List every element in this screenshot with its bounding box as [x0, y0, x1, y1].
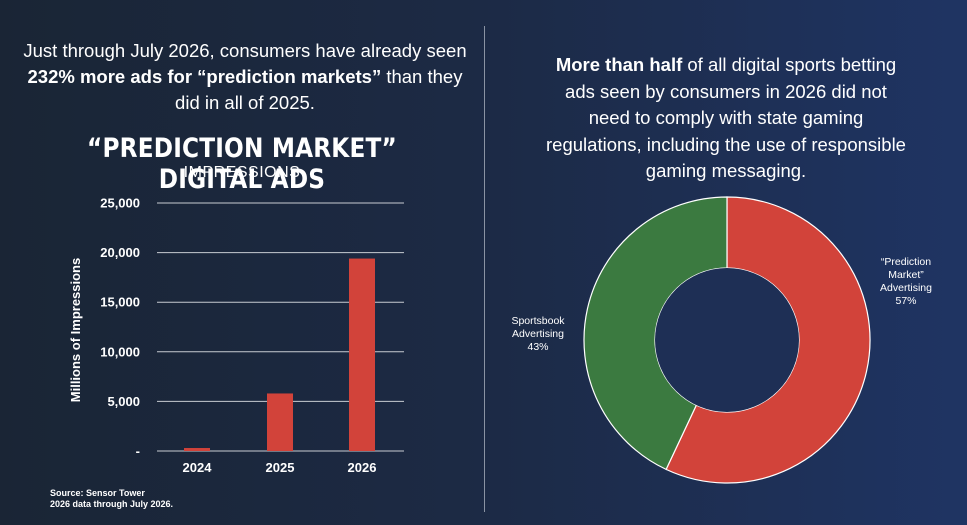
x-tick-label: 2026 — [348, 460, 377, 475]
x-tick-label: 2024 — [183, 460, 213, 475]
donut-label-line: Sportsbook — [511, 315, 565, 327]
y-tick-label: 25,000 — [100, 196, 140, 211]
chart-title: “PREDICTION MARKET” DIGITAL ADS — [87, 133, 397, 195]
left-panel: Just through July 2026, consumers have a… — [20, 38, 470, 510]
bar-2026 — [349, 258, 375, 451]
donut-label-line: 43% — [527, 341, 549, 353]
intro-text: Just through July 2026, consumers have a… — [20, 38, 470, 116]
panel-divider — [484, 26, 485, 512]
bar-2025 — [267, 393, 293, 451]
right-summary-text: More than half of all digital sports bet… — [546, 52, 906, 185]
source-line-2: 2026 data through July 2026. — [50, 499, 174, 509]
donut-label-line: Market” — [888, 269, 924, 281]
donut-label-line: “Prediction — [880, 256, 932, 268]
right-rest: of all digital sports betting ads seen b… — [546, 54, 906, 181]
source-note: Source: Sensor Tower 2026 data through J… — [50, 488, 173, 510]
donut-label-prediction: “Prediction Market” Advertising 57% — [856, 256, 956, 308]
y-tick-label: 20,000 — [100, 245, 140, 260]
donut-label-line: 57% — [895, 295, 917, 307]
y-tick-label: 5,000 — [107, 394, 140, 409]
bar-2024 — [184, 448, 210, 451]
y-axis-label: Millions of Impressions — [68, 258, 83, 402]
donut-chart — [583, 196, 871, 484]
y-tick-label: 15,000 — [100, 295, 140, 310]
intro-part1: Just through July 2026, consumers have a… — [23, 40, 467, 61]
donut-hole — [655, 268, 799, 412]
right-panel: More than half of all digital sports bet… — [486, 0, 967, 525]
right-highlight: More than half — [555, 54, 683, 75]
donut-label-line: Advertising — [512, 328, 564, 340]
chart-subtitle: IMPRESSIONS — [183, 164, 301, 181]
bar-chart: - 5,000 10,000 15,000 20,000 25,000 2024 2025 2… — [68, 196, 404, 475]
y-tick-label: 10,000 — [100, 344, 140, 359]
x-tick-label: 2025 — [266, 460, 295, 475]
intro-part2: than they did in all of 2025. — [175, 66, 463, 113]
donut-label-sportsbook: Sportsbook Advertising 43% — [488, 315, 588, 354]
donut-label-line: Advertising — [880, 282, 932, 294]
y-tick-label: - — [136, 444, 140, 459]
intro-highlight: 232% more ads for “prediction markets” — [27, 66, 382, 87]
source-line-1: Source: Sensor Tower — [50, 488, 145, 498]
